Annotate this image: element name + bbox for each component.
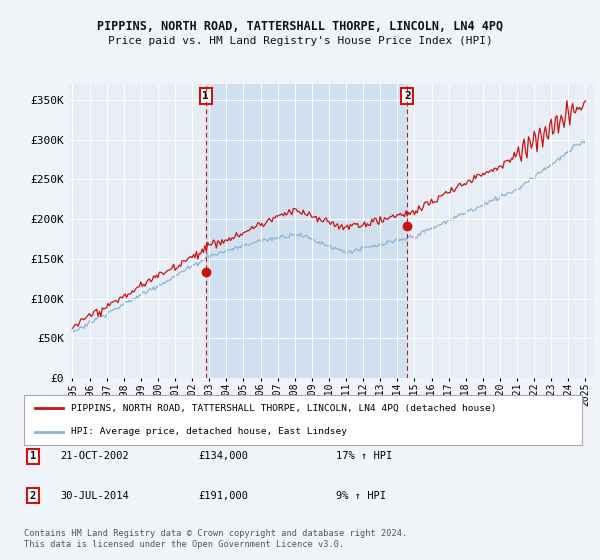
Text: HPI: Average price, detached house, East Lindsey: HPI: Average price, detached house, East… (71, 427, 347, 436)
Text: 9% ↑ HPI: 9% ↑ HPI (336, 491, 386, 501)
Text: PIPPINS, NORTH ROAD, TATTERSHALL THORPE, LINCOLN, LN4 4PQ: PIPPINS, NORTH ROAD, TATTERSHALL THORPE,… (97, 20, 503, 32)
Text: 30-JUL-2014: 30-JUL-2014 (60, 491, 129, 501)
Bar (206, 84, 407, 378)
Text: Price paid vs. HM Land Registry's House Price Index (HPI): Price paid vs. HM Land Registry's House … (107, 36, 493, 46)
Text: 17% ↑ HPI: 17% ↑ HPI (336, 451, 392, 461)
Text: Contains HM Land Registry data © Crown copyright and database right 2024.
This d: Contains HM Land Registry data © Crown c… (24, 529, 407, 549)
Text: PIPPINS, NORTH ROAD, TATTERSHALL THORPE, LINCOLN, LN4 4PQ (detached house): PIPPINS, NORTH ROAD, TATTERSHALL THORPE,… (71, 404, 497, 413)
Text: £134,000: £134,000 (198, 451, 248, 461)
Text: 1: 1 (30, 451, 36, 461)
Text: £191,000: £191,000 (198, 491, 248, 501)
Text: 1: 1 (202, 91, 209, 101)
Text: 21-OCT-2002: 21-OCT-2002 (60, 451, 129, 461)
Text: 2: 2 (404, 91, 410, 101)
Text: 2: 2 (30, 491, 36, 501)
